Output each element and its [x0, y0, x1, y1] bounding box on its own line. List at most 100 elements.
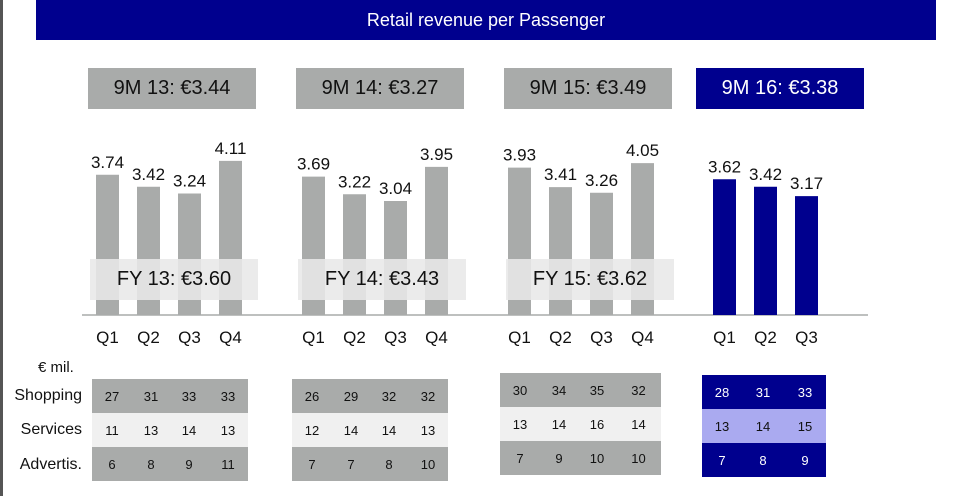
- data-label: 3.22: [338, 172, 371, 191]
- x-tick-label: Q2: [754, 328, 777, 347]
- row-label-services: Services: [20, 421, 82, 438]
- data-label: 4.05: [626, 141, 659, 160]
- table-cell: 14: [181, 422, 197, 438]
- bar-chart: 3.74 Q1 3.42 Q2 3.24 Q3 4.11 Q4 3.69 Q1 3.22 Q2 3.04…: [82, 139, 868, 347]
- table-row-services: 13 14 16 14: [500, 407, 661, 441]
- data-label: 3.69: [297, 155, 330, 174]
- table-cell: 33: [797, 384, 813, 400]
- x-tick-label: Q3: [384, 328, 407, 347]
- x-tick-label: Q2: [343, 328, 366, 347]
- table-cell: 14: [381, 422, 397, 438]
- data-label: 3.95: [420, 145, 453, 164]
- table-cell: 28: [714, 384, 730, 400]
- nine-month-2015: 9M 15: €3.49: [504, 68, 672, 109]
- table-cell: 8: [759, 452, 767, 468]
- x-tick-label: Q2: [549, 328, 572, 347]
- table-cell: 12: [304, 422, 320, 438]
- full-year-2014: FY 14: €3.43: [298, 259, 466, 300]
- full-year-2015: FY 15: €3.62: [506, 259, 674, 300]
- table-cell: 9: [185, 456, 193, 472]
- full-year-2013: FY 13: €3.60: [90, 259, 258, 300]
- data-label: 3.42: [749, 165, 782, 184]
- x-tick-label: Q3: [590, 328, 613, 347]
- data-label: 3.04: [379, 179, 412, 198]
- table-cell: 7: [308, 456, 316, 472]
- table-cell: 13: [420, 422, 436, 438]
- table-cell: 16: [589, 416, 605, 432]
- table-cell: 11: [221, 456, 235, 472]
- unit-label: € mil.: [38, 359, 74, 376]
- table-cell: 32: [420, 388, 436, 404]
- table-cell: 13: [143, 422, 159, 438]
- x-tick-label: Q3: [178, 328, 201, 347]
- x-tick-label: Q1: [96, 328, 119, 347]
- table-cell: 7: [516, 450, 524, 466]
- nine-month-2016: 9M 16: €3.38: [696, 68, 864, 109]
- table-cell: 32: [631, 382, 646, 398]
- bar: [713, 179, 736, 315]
- table-cell: 7: [347, 456, 355, 472]
- table-row-advertis: 7 7 8 10: [292, 447, 448, 481]
- chart-title: Retail revenue per Passenger: [36, 0, 936, 40]
- table-row-shopping: 26 29 32 32: [292, 379, 448, 413]
- breakdown-table-2016: 28 31 33 13 14 15 7 8 9: [702, 375, 826, 477]
- table-cell: 14: [343, 422, 359, 438]
- table-cell: 32: [381, 388, 397, 404]
- data-label: 3.17: [790, 174, 823, 193]
- x-tick-label: Q4: [631, 328, 654, 347]
- table-cell: 11: [105, 422, 119, 438]
- x-tick-label: Q4: [425, 328, 448, 347]
- table-cell: 13: [512, 416, 528, 432]
- table-cell: 35: [589, 382, 605, 398]
- data-label: 3.24: [173, 172, 206, 191]
- table-cell: 29: [343, 388, 359, 404]
- table-cell: 13: [220, 422, 236, 438]
- table-cell: 10: [631, 450, 646, 466]
- table-cell: 8: [147, 456, 155, 472]
- table-row-advertis: 6 8 9 11: [92, 447, 248, 481]
- table-row-shopping: 30 34 35 32: [500, 373, 661, 407]
- x-tick-label: Q1: [713, 328, 736, 347]
- x-tick-label: Q1: [508, 328, 531, 347]
- table-cell: 10: [589, 450, 605, 466]
- table-cell: 31: [143, 388, 159, 404]
- row-label-shopping: Shopping: [14, 387, 82, 404]
- bar: [795, 196, 818, 315]
- table-cell: 7: [718, 452, 726, 468]
- data-label: 3.62: [708, 157, 741, 176]
- x-tick-label: Q4: [219, 328, 242, 347]
- table-cell: 14: [551, 416, 567, 432]
- table-cell: 10: [420, 456, 436, 472]
- breakdown-table-2014: 26 29 32 32 12 14 14 13 7 7 8 10: [292, 379, 448, 481]
- table-cell: 6: [108, 456, 116, 472]
- data-label: 3.42: [132, 165, 165, 184]
- table-cell: 27: [104, 388, 120, 404]
- table-row-services: 12 14 14 13: [292, 413, 448, 447]
- breakdown-table-2013: 27 31 33 33 11 13 14 13 6 8 9 11: [92, 379, 248, 481]
- table-row-shopping: 27 31 33 33: [92, 379, 248, 413]
- x-tick-label: Q2: [137, 328, 160, 347]
- table-cell: 14: [631, 416, 646, 432]
- table-cell: 14: [755, 418, 771, 434]
- table-cell: 33: [181, 388, 197, 404]
- table-row-services: 11 13 14 13: [92, 413, 248, 447]
- table-row-services: 13 14 15: [702, 409, 826, 443]
- bar: [754, 186, 777, 315]
- table-cell: 9: [801, 452, 809, 468]
- breakdown-table-2015: 30 34 35 32 13 14 16 14 7 9 10 10: [500, 373, 661, 475]
- data-label: 3.41: [544, 165, 577, 184]
- table-row-advertis: 7 9 10 10: [500, 441, 661, 475]
- data-label: 3.74: [91, 153, 124, 172]
- table-cell: 34: [551, 382, 567, 398]
- data-label: 3.26: [585, 171, 618, 190]
- x-tick-label: Q3: [795, 328, 818, 347]
- data-label: 4.11: [215, 139, 247, 158]
- table-cell: 9: [555, 450, 563, 466]
- table-cell: 26: [304, 388, 320, 404]
- table-row-shopping: 28 31 33: [702, 375, 826, 409]
- table-cell: 8: [385, 456, 393, 472]
- table-cell: 33: [220, 388, 236, 404]
- table-row-advertis: 7 8 9: [702, 443, 826, 477]
- row-label-advertis: Advertis.: [19, 456, 82, 473]
- nine-month-2014: 9M 14: €3.27: [296, 68, 464, 109]
